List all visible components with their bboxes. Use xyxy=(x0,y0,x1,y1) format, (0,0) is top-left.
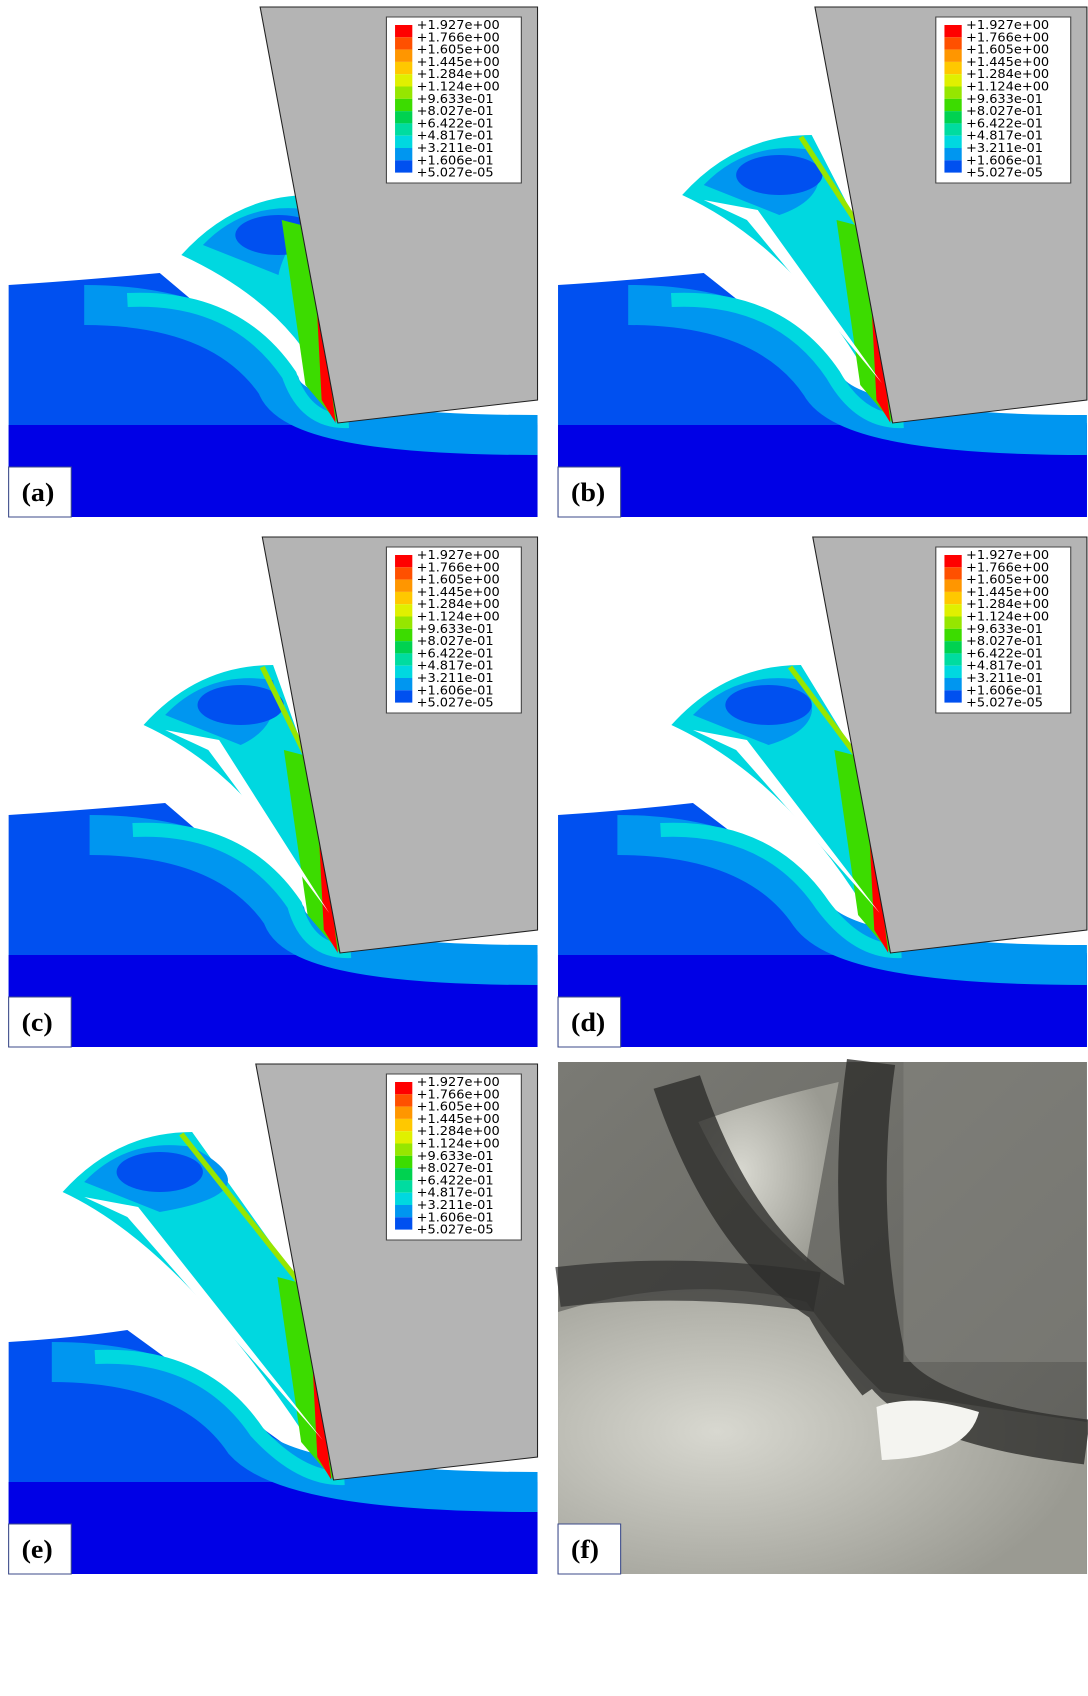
simulation-panel: +1.927e+00+1.766e+00+1.605e+00+1.445e+00… xyxy=(9,7,538,517)
legend-swatch xyxy=(395,666,412,678)
simulation-panel: +1.927e+00+1.766e+00+1.605e+00+1.445e+00… xyxy=(9,1064,538,1574)
legend-swatch xyxy=(395,690,412,702)
legend-swatch xyxy=(944,567,961,579)
legend-swatch xyxy=(395,592,412,604)
legend-swatch xyxy=(395,74,412,86)
legend-swatch xyxy=(395,160,412,172)
legend-swatch xyxy=(944,555,961,567)
legend-swatch xyxy=(395,580,412,592)
simulation-panel: +1.927e+00+1.766e+00+1.605e+00+1.445e+00… xyxy=(558,537,1087,1047)
legend-swatch xyxy=(944,123,961,135)
legend-swatch xyxy=(944,617,961,629)
legend-swatch xyxy=(395,1144,412,1156)
tool-region xyxy=(903,1062,1086,1362)
panel-label: (a) xyxy=(22,478,55,507)
chip-core-inner xyxy=(117,1152,203,1192)
legend-swatch xyxy=(944,604,961,616)
legend-label: +5.027e-05 xyxy=(966,165,1043,179)
micrograph-panel: (f) xyxy=(558,1062,1087,1574)
figure: +1.927e+00+1.766e+00+1.605e+00+1.445e+00… xyxy=(0,0,1088,1696)
legend-swatch xyxy=(395,62,412,74)
legend-swatch xyxy=(944,690,961,702)
legend-swatch xyxy=(395,111,412,123)
legend-swatch xyxy=(395,1094,412,1106)
legend-swatch xyxy=(395,1082,412,1094)
legend-swatch xyxy=(944,87,961,99)
legend-swatch xyxy=(944,136,961,148)
legend-swatch xyxy=(944,25,961,37)
legend-swatch xyxy=(395,617,412,629)
legend-swatch xyxy=(944,99,961,111)
page: {"legend": {"labels": ["+1.927e+00", "+1… xyxy=(0,0,1088,1696)
legend-swatch xyxy=(944,580,961,592)
legend-swatch xyxy=(395,148,412,160)
chip-core-inner xyxy=(198,685,284,725)
legend-swatch xyxy=(944,62,961,74)
legend-swatch xyxy=(395,136,412,148)
legend-swatch xyxy=(944,74,961,86)
panel-label: (e) xyxy=(22,1535,53,1564)
legend-swatch xyxy=(395,555,412,567)
panel-label: (f) xyxy=(571,1535,599,1564)
legend-swatch xyxy=(395,1168,412,1180)
chip-core-inner xyxy=(736,155,822,195)
panel-label: (d) xyxy=(571,1008,605,1037)
dark-band xyxy=(558,1281,817,1292)
legend-swatch xyxy=(395,653,412,665)
chip-core-inner xyxy=(725,685,811,725)
legend-swatch xyxy=(944,653,961,665)
legend-swatch xyxy=(944,641,961,653)
legend-label: +5.027e-05 xyxy=(417,695,494,709)
legend-swatch xyxy=(395,1217,412,1229)
legend-swatch xyxy=(395,629,412,641)
legend-swatch xyxy=(395,678,412,690)
legend-swatch xyxy=(395,99,412,111)
legend-swatch xyxy=(395,1193,412,1205)
legend-swatch xyxy=(395,1131,412,1143)
legend-label: +5.027e-05 xyxy=(417,1222,494,1236)
legend-swatch xyxy=(944,50,961,62)
legend-swatch xyxy=(944,111,961,123)
legend-swatch xyxy=(944,37,961,49)
legend-swatch xyxy=(395,87,412,99)
legend-swatch xyxy=(395,1107,412,1119)
legend-swatch xyxy=(395,1156,412,1168)
legend-swatch xyxy=(395,37,412,49)
legend-swatch xyxy=(395,1180,412,1192)
legend-swatch xyxy=(395,123,412,135)
legend-swatch xyxy=(944,666,961,678)
legend-swatch xyxy=(944,160,961,172)
legend-swatch xyxy=(944,678,961,690)
legend-swatch xyxy=(395,1119,412,1131)
legend-label: +5.027e-05 xyxy=(966,695,1043,709)
legend-swatch xyxy=(395,25,412,37)
legend-swatch xyxy=(944,592,961,604)
legend-label: +5.027e-05 xyxy=(417,165,494,179)
legend-swatch xyxy=(944,148,961,160)
legend-swatch xyxy=(395,604,412,616)
legend-swatch xyxy=(395,641,412,653)
legend-swatch xyxy=(395,567,412,579)
simulation-panel: +1.927e+00+1.766e+00+1.605e+00+1.445e+00… xyxy=(9,537,538,1047)
panel-label: (b) xyxy=(571,478,605,507)
legend-swatch xyxy=(395,1205,412,1217)
legend-swatch xyxy=(944,629,961,641)
simulation-panel: +1.927e+00+1.766e+00+1.605e+00+1.445e+00… xyxy=(558,7,1087,517)
legend-swatch xyxy=(395,50,412,62)
panel-label: (c) xyxy=(22,1008,53,1037)
